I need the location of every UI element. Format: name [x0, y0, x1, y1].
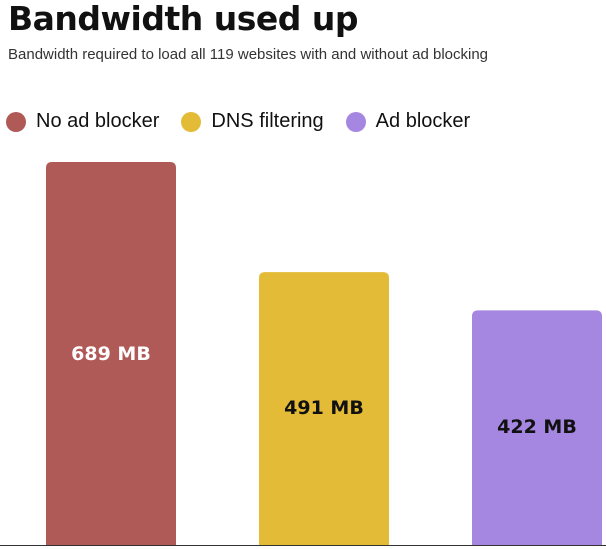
legend-swatch-no-ad-blocker — [6, 111, 26, 132]
chart-subtitle: Bandwidth required to load all 119 websi… — [8, 46, 489, 63]
data-label-ad-blocker: 422 MB — [497, 416, 577, 438]
legend-label-dns-filtering: DNS filtering — [211, 110, 324, 132]
legend-label-ad-blocker: Ad blocker — [375, 110, 471, 132]
bar-dns-filtering — [259, 272, 389, 545]
data-label-no-ad-blocker: 689 MB — [71, 343, 151, 365]
chart-title: Bandwidth used up — [8, 0, 358, 38]
legend: No ad blocker DNS filtering Ad blocker — [6, 110, 470, 133]
legend-label-no-ad-blocker: No ad blocker — [36, 110, 160, 132]
legend-swatch-ad-blocker — [345, 111, 366, 132]
legend-item-dns-filtering: DNS filtering — [181, 110, 324, 133]
data-label-dns-filtering: 491 MB — [284, 397, 364, 419]
legend-item-no-ad-blocker: No ad blocker — [6, 110, 159, 133]
bar-no-ad-blocker — [46, 162, 176, 545]
legend-swatch-dns-filtering — [181, 111, 202, 132]
legend-item-ad-blocker: Ad blocker — [345, 110, 471, 133]
bar-ad-blocker — [472, 310, 602, 545]
